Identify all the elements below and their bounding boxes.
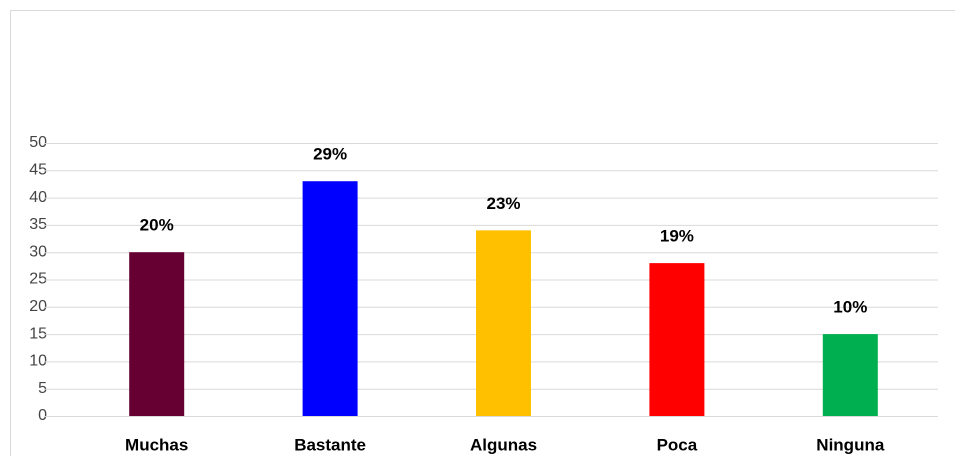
bar [129,252,185,416]
y-tick-label: 10 [29,353,47,370]
x-tick-label: Muchas [125,435,188,454]
bar [476,230,531,416]
y-tick-label: 30 [29,243,47,260]
y-tick-label: 35 [29,216,47,233]
bar [302,181,358,416]
bar [649,263,705,416]
y-tick-label: 15 [29,325,47,342]
x-tick-label: Algunas [470,435,537,454]
y-tick-label: 20 [29,298,47,315]
y-tick-label: 0 [38,407,47,424]
y-tick-label: 40 [29,189,47,206]
x-tick-label: Poca [657,435,698,454]
x-tick-label: Bastante [294,435,366,454]
data-label: 29% [313,145,347,164]
bar [822,334,878,416]
y-tick-label: 25 [29,271,47,288]
x-tick-label: Ninguna [816,435,885,454]
data-label: 23% [486,194,520,213]
y-tick-label: 5 [38,380,47,397]
data-label: 10% [833,298,867,317]
data-label: 20% [140,216,174,235]
y-tick-label: 50 [29,134,47,151]
data-label: 19% [660,227,694,246]
y-tick-label: 45 [29,162,47,179]
